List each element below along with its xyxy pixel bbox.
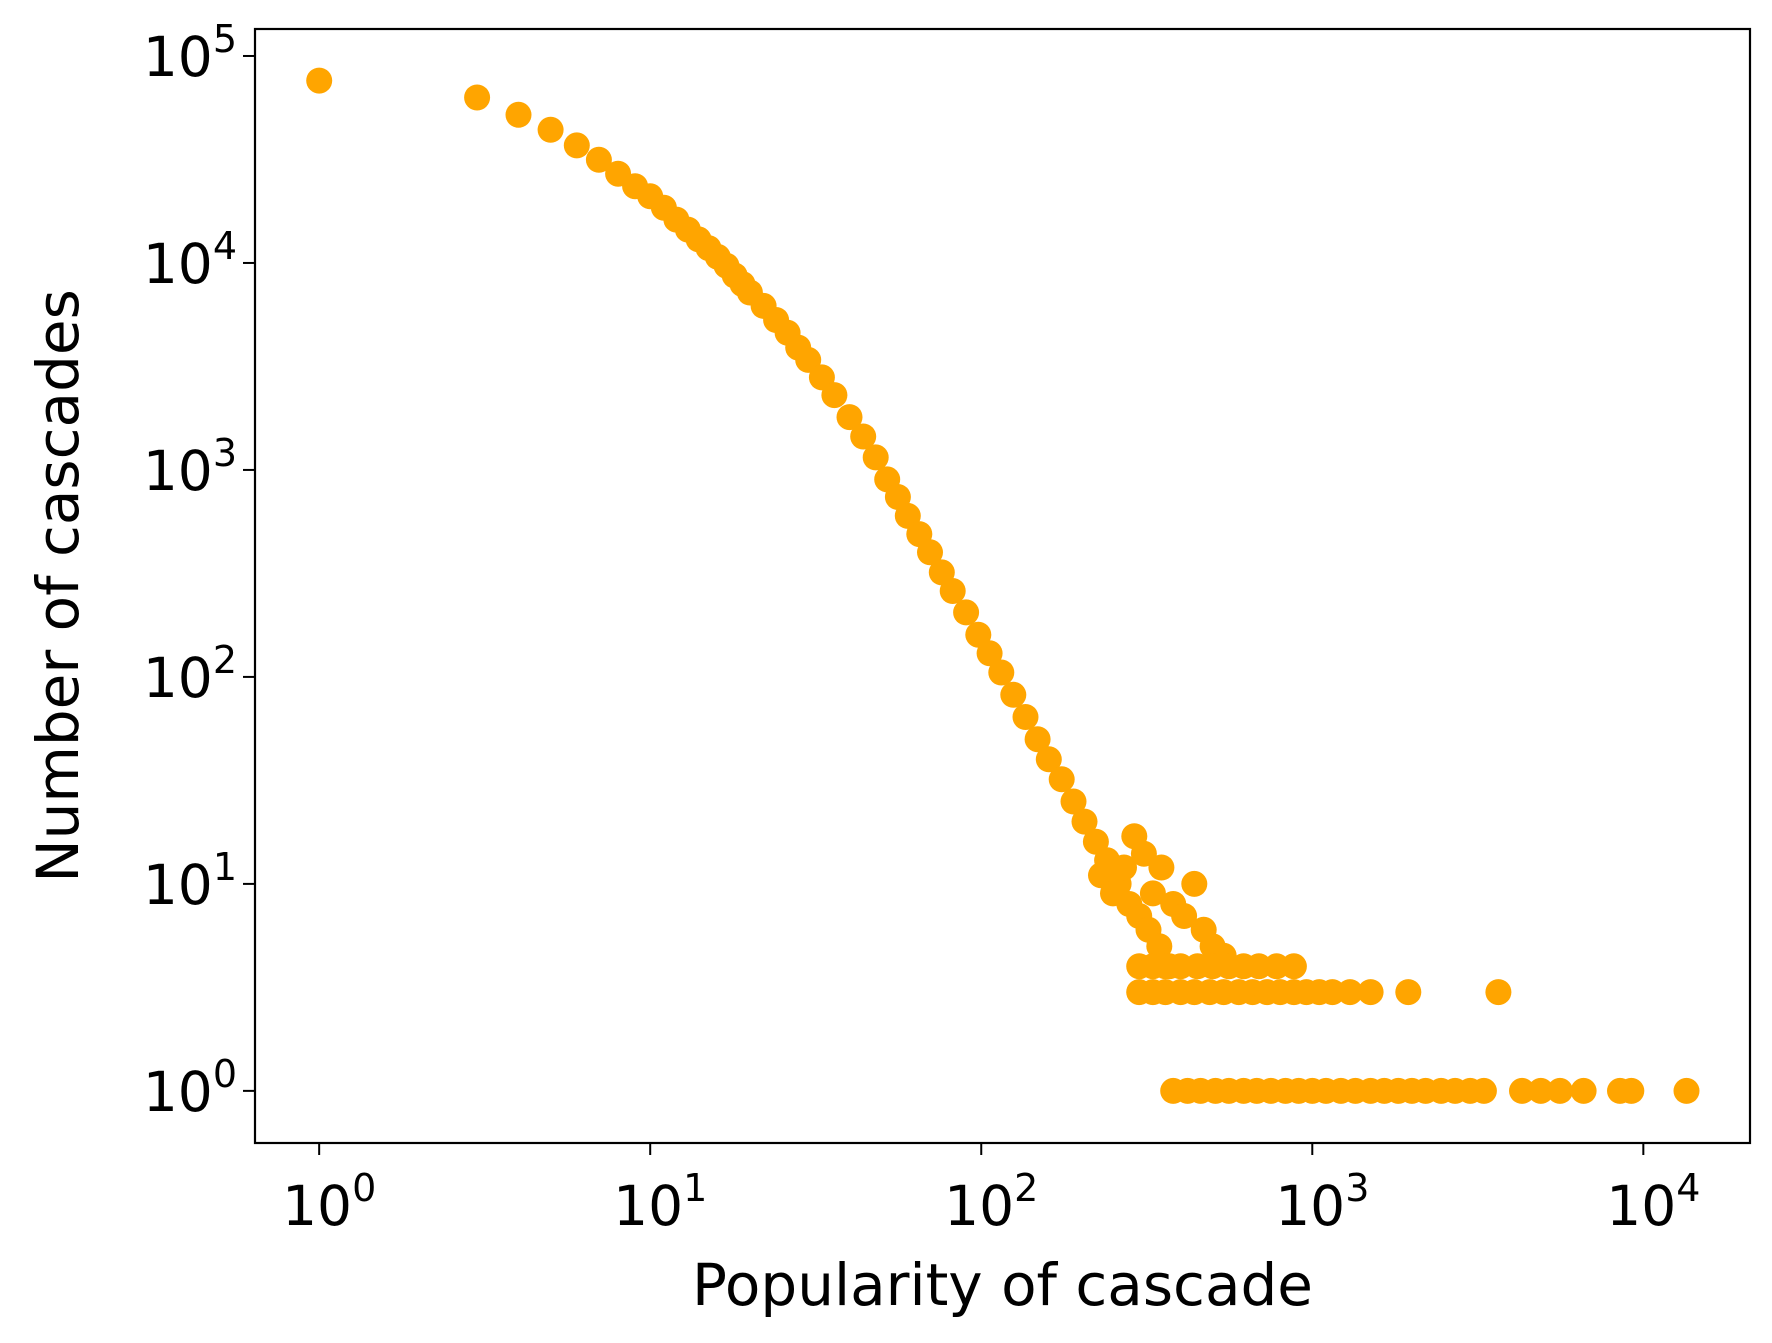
data-point <box>1509 1077 1535 1104</box>
y-tick-label: 102 <box>143 638 237 710</box>
plot-frame <box>253 27 1752 1145</box>
data-point <box>1280 953 1307 980</box>
data-point <box>1130 840 1157 867</box>
data-point <box>1395 979 1422 1006</box>
y-axis-label: Number of cascades <box>24 289 92 883</box>
data-point <box>821 382 848 409</box>
data-point <box>1673 1077 1700 1104</box>
data-point <box>505 101 532 128</box>
scatter-points <box>306 67 1700 1104</box>
x-tick-label: 101 <box>613 1166 707 1238</box>
data-point <box>1139 880 1166 907</box>
data-point <box>917 539 943 566</box>
x-tick-label: 104 <box>1606 1166 1700 1238</box>
data-point <box>1012 704 1039 730</box>
x-tick-label: 103 <box>1275 1166 1369 1238</box>
data-point <box>1148 854 1175 881</box>
data-point <box>836 404 863 431</box>
data-point <box>1146 933 1173 960</box>
data-point <box>585 146 612 173</box>
data-point <box>850 423 877 450</box>
data-point <box>1111 854 1137 881</box>
x-axis: 100 101 102 103 104 <box>282 1143 1700 1238</box>
data-point <box>965 621 992 648</box>
data-point <box>1527 1077 1554 1104</box>
data-point <box>1337 979 1363 1006</box>
y-tick-label: 104 <box>143 224 237 296</box>
data-point <box>939 578 966 604</box>
x-tick-label: 100 <box>282 1166 376 1238</box>
data-point <box>953 599 980 626</box>
data-point <box>1618 1077 1645 1104</box>
data-point <box>862 444 889 471</box>
data-point <box>795 346 822 373</box>
y-tick-label: 103 <box>143 431 237 503</box>
data-point <box>1024 726 1051 753</box>
x-tick-label: 102 <box>944 1166 1038 1238</box>
data-point <box>1100 880 1126 907</box>
x-axis-label: Popularity of cascade <box>692 1251 1313 1319</box>
data-point <box>1470 1077 1497 1104</box>
y-tick-label: 100 <box>143 1052 237 1124</box>
data-point <box>1181 870 1208 897</box>
data-point <box>1060 788 1087 815</box>
data-point <box>1071 808 1098 835</box>
data-point <box>1357 979 1384 1006</box>
data-point <box>1048 766 1075 793</box>
data-point <box>1570 1077 1597 1104</box>
data-point <box>1547 1077 1573 1104</box>
data-point <box>1485 979 1512 1006</box>
data-point <box>537 116 564 143</box>
y-tick-label: 105 <box>143 17 237 89</box>
data-point <box>1000 681 1027 708</box>
data-point <box>976 640 1003 667</box>
data-point <box>306 67 333 94</box>
data-point <box>1035 746 1062 773</box>
data-point <box>1171 903 1198 929</box>
data-point <box>563 132 590 159</box>
y-tick-label: 101 <box>143 845 237 917</box>
y-axis: 100 101 102 103 104 105 <box>143 17 255 1124</box>
data-point <box>464 84 491 111</box>
data-point <box>988 659 1015 686</box>
